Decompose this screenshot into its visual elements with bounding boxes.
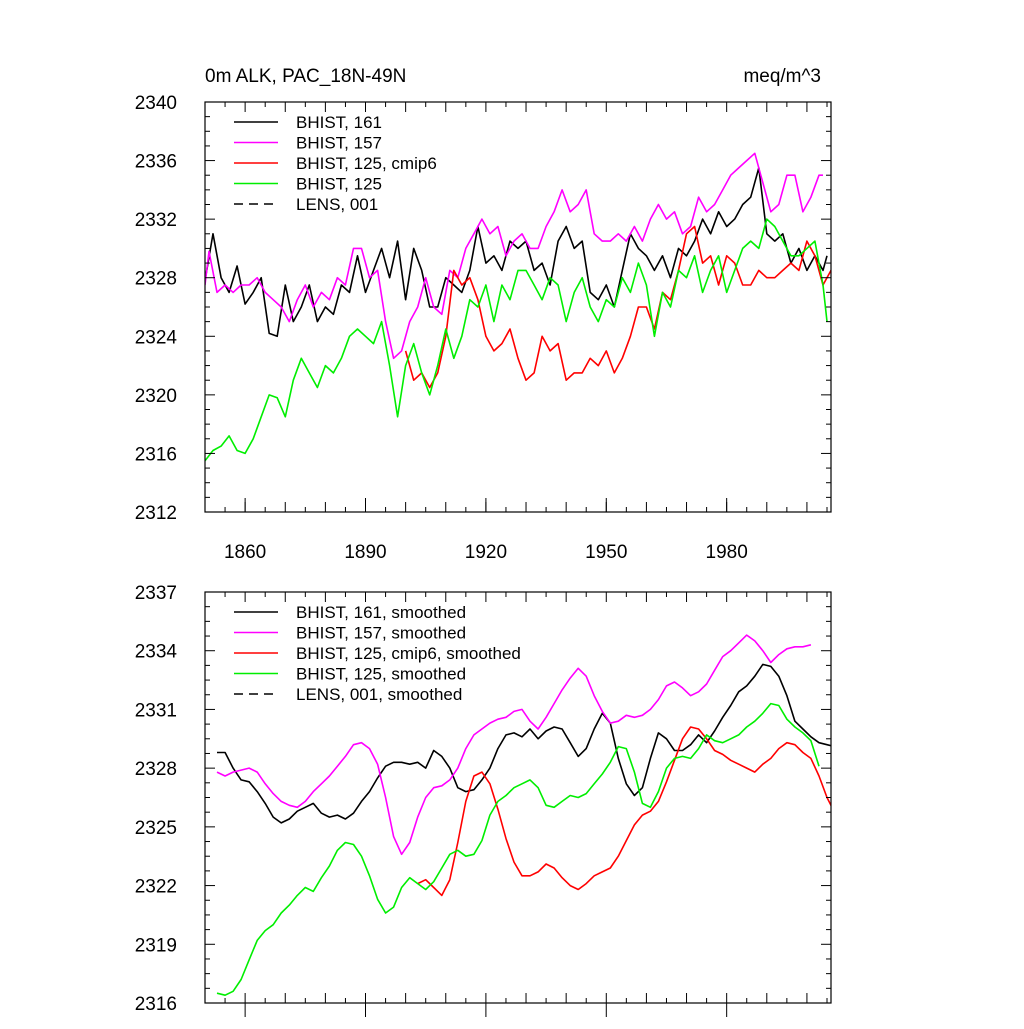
units-label: meq/m^3 [743, 66, 821, 87]
legend-label: BHIST, 125, cmip6 [296, 154, 437, 173]
series-line-3 [404, 225, 831, 389]
y-tick-label: 2332 [135, 210, 177, 231]
y-tick-label: 2331 [135, 700, 177, 721]
legend-label: BHIST, 157, smoothed [296, 624, 466, 643]
legend-label: LENS, 001, smoothed [296, 685, 462, 704]
legend-label: LENS, 001 [296, 195, 378, 214]
series-line-2 [216, 634, 812, 856]
x-tick-label: 1860 [224, 542, 266, 563]
y-tick-label: 2316 [135, 994, 177, 1015]
y-tick-label: 2325 [135, 818, 177, 839]
x-tick-label: 1890 [344, 542, 386, 563]
legend-label: BHIST, 125, cmip6, smoothed [296, 644, 521, 663]
y-tick-label: 2337 [135, 583, 177, 604]
y-tick-label: 2324 [135, 327, 178, 348]
series-line-4 [205, 218, 828, 462]
y-tick-label: 2316 [135, 444, 177, 465]
series-line-4 [216, 702, 820, 996]
x-tick-label: 1950 [585, 542, 627, 563]
chart-title: 0m ALK, PAC_18N-49N [205, 66, 406, 87]
y-tick-label: 2340 [135, 93, 177, 114]
y-tick-label: 2320 [135, 386, 177, 407]
y-tick-label: 2322 [135, 877, 177, 898]
legend-label: BHIST, 125 [296, 175, 382, 194]
legend-label: BHIST, 161, smoothed [296, 603, 466, 622]
y-tick-label: 2328 [135, 759, 177, 780]
series-line-1 [217, 663, 831, 824]
top-panel: 2312 2316 2320 2324 2328 2332 2336 2340 1860 1890… [135, 66, 832, 563]
y-tick-label: 2328 [135, 269, 177, 290]
series-line-2 [205, 152, 823, 360]
y-tick-label: 2336 [135, 152, 177, 173]
y-tick-label: 2334 [135, 642, 178, 663]
y-tick-label: 2312 [135, 503, 177, 524]
bottom-panel: 2316 2319 2322 2325 2328 2331 2334 2337 BHIST, 1… [135, 583, 832, 1017]
y-tick-label: 2319 [135, 935, 177, 956]
legend-label: BHIST, 161 [296, 113, 382, 132]
x-tick-label: 1920 [465, 542, 507, 563]
legend-label: BHIST, 157 [296, 134, 382, 153]
series-line-1 [205, 167, 828, 338]
series-line-3 [417, 726, 831, 897]
legend-label: BHIST, 125, smoothed [296, 665, 466, 684]
x-tick-label: 1980 [706, 542, 748, 563]
